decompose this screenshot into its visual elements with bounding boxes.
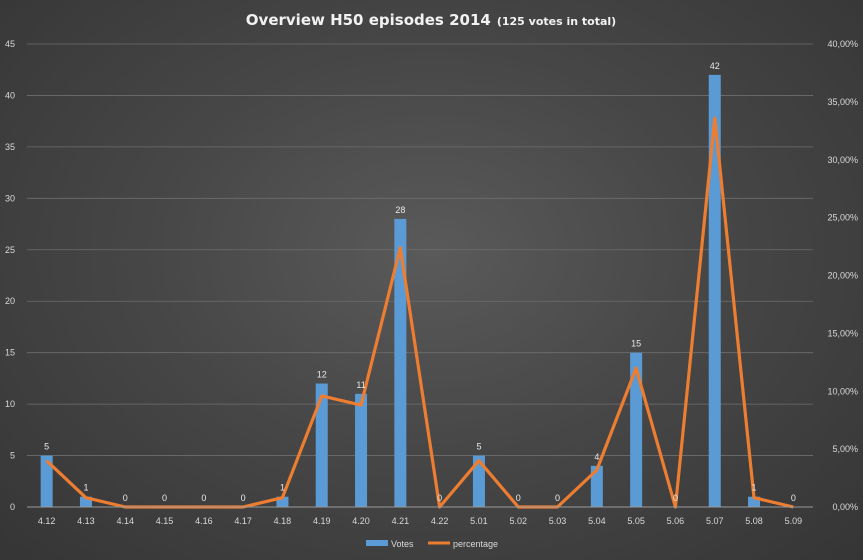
x-axis: 4.12 4.13 4.14 4.15 4.16 4.17 4.18 4.19 4.20 4.21… (27, 506, 813, 526)
x-tick-label: 5.03 (549, 516, 567, 526)
x-tick-label: 5.02 (509, 516, 527, 526)
x-tick-label: 4.21 (392, 516, 410, 526)
x-tick-label: 4.13 (77, 516, 95, 526)
y-axis-right: 0,00% 5,00% 10,00% 15,00% 20,00% 25,00% 30,00%… (827, 39, 858, 512)
y-left-tick-label: 5 (10, 451, 15, 461)
bar (355, 393, 368, 507)
y-left-tick-label: 15 (5, 348, 15, 358)
x-tick-label: 5.05 (627, 516, 645, 526)
legend-swatch-votes (366, 540, 388, 546)
data-label: 1 (752, 483, 757, 493)
y-right-tick-label: 35,00% (827, 97, 858, 107)
x-tick-label: 5.04 (588, 516, 606, 526)
y-right-tick-label: 15,00% (827, 328, 858, 338)
y-right-tick-label: 10,00% (827, 386, 858, 396)
data-label: 11 (356, 380, 365, 390)
x-tick-label: 4.17 (234, 516, 252, 526)
y-right-tick-label: 5,00% (832, 444, 858, 454)
data-label: 0 (123, 493, 128, 503)
y-left-tick-label: 35 (5, 142, 15, 152)
bar (590, 465, 603, 507)
bar (708, 74, 721, 507)
bar (748, 496, 761, 507)
bar (315, 383, 328, 507)
y-left-tick-label: 10 (5, 399, 15, 409)
data-label: 0 (437, 493, 442, 503)
y-right-tick-label: 20,00% (827, 271, 858, 281)
data-label: 0 (162, 493, 167, 503)
data-label: 1 (280, 483, 285, 493)
chart-title-main: Overview H50 episodes 2014 (246, 11, 491, 29)
y-left-tick-label: 40 (5, 90, 15, 100)
bar (276, 496, 289, 507)
y-left-tick-label: 0 (10, 502, 15, 512)
y-right-tick-label: 25,00% (827, 213, 858, 223)
line-series-percentage (45, 116, 794, 509)
bar (630, 352, 643, 507)
x-tick-label: 4.16 (195, 516, 213, 526)
data-label: 42 (710, 61, 720, 71)
data-label: 28 (395, 205, 405, 215)
x-tick-label: 5.07 (706, 516, 724, 526)
data-label: 0 (791, 493, 796, 503)
data-label: 5 (476, 442, 481, 452)
bar (79, 496, 92, 507)
x-tick-label: 5.01 (470, 516, 488, 526)
y-left-tick-label: 45 (5, 39, 15, 49)
y-right-tick-label: 30,00% (827, 155, 858, 165)
x-tick-label: 5.08 (745, 516, 763, 526)
y-right-tick-label: 0,00% (832, 502, 858, 512)
x-tick-label: 5.09 (785, 516, 803, 526)
data-label: 5 (44, 442, 49, 452)
y-right-tick-label: 40,00% (827, 39, 858, 49)
x-tick-label: 5.06 (667, 516, 685, 526)
y-left-tick-label: 25 (5, 245, 15, 255)
data-label: 12 (317, 370, 327, 380)
percentage-line (45, 116, 794, 509)
x-tick-label: 4.22 (431, 516, 449, 526)
chart-title-sub: (125 votes in total) (497, 15, 616, 28)
data-label: 4 (594, 452, 599, 462)
data-labels: 5 1 0 0 0 0 1 12 11 28 0 5 0 0 4 15 0 42 1 0 (44, 61, 796, 503)
gridlines (27, 43, 813, 456)
y-left-tick-label: 20 (5, 296, 15, 306)
x-tick-label: 4.19 (313, 516, 331, 526)
y-left-tick-label: 30 (5, 193, 15, 203)
x-tick-label: 4.14 (116, 516, 134, 526)
x-tick-label: 4.18 (274, 516, 292, 526)
legend-label-votes: Votes (391, 539, 414, 549)
y-axis-left: 0 5 10 15 20 25 30 35 40 45 (5, 39, 15, 512)
bar (40, 455, 53, 507)
x-tick-label: 4.12 (38, 516, 56, 526)
data-label: 0 (201, 493, 206, 503)
bar-series-votes (40, 74, 761, 507)
data-label: 0 (516, 493, 521, 503)
legend: Votes percentage (366, 539, 498, 549)
bar (394, 218, 407, 507)
legend-label-percentage: percentage (453, 539, 498, 549)
data-label: 15 (631, 339, 641, 349)
bar (472, 455, 485, 507)
data-label: 0 (555, 493, 560, 503)
data-label: 0 (241, 493, 246, 503)
data-label: 0 (673, 493, 678, 503)
x-tick-label: 4.20 (352, 516, 370, 526)
data-label: 1 (83, 483, 88, 493)
x-tick-label: 4.15 (156, 516, 174, 526)
chart-title: Overview H50 episodes 2014 (125 votes in … (246, 11, 616, 29)
